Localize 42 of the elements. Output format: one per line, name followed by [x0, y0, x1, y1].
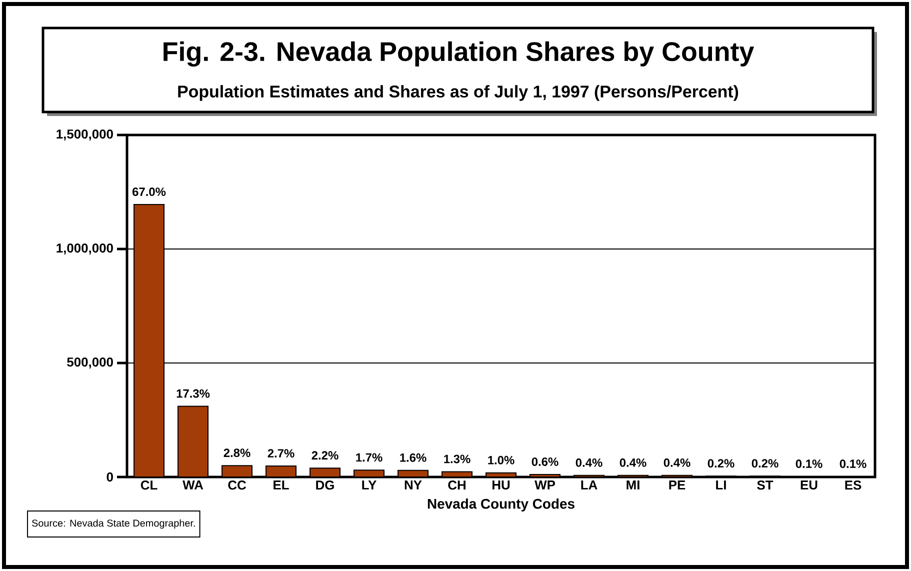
x-tick-label: DG: [316, 480, 334, 490]
x-tick-label: CH: [448, 480, 466, 490]
chart-subtitle: Population Estimates and Shares as of July 1, 1997 (Persons/Percent): [178, 85, 738, 101]
annotation: 0.1%: [796, 460, 822, 468]
x-tick-label: PE: [669, 480, 686, 490]
y-tick-label: 1,000,000: [56, 243, 113, 255]
y-tick-label: 0: [106, 472, 113, 482]
annotation: 2.2%: [312, 451, 338, 460]
x-tick-label: ES: [845, 480, 862, 490]
annotation: 0.2%: [708, 459, 734, 468]
annotation: 67.0%: [132, 188, 166, 196]
x-tick-label: CC: [228, 480, 246, 490]
x-tick-label: MI: [626, 480, 640, 490]
annotation: 2.8%: [224, 448, 250, 458]
x-tick-label: HU: [492, 480, 510, 490]
annotation: 1.7%: [356, 453, 382, 462]
x-tick-label: EL: [274, 480, 289, 490]
annotation: 1.0%: [488, 456, 514, 464]
annotation: 2.7%: [268, 449, 294, 458]
x-tick-label: EU: [800, 480, 818, 490]
x-tick-label: ST: [757, 480, 774, 490]
annotation: 17.3%: [176, 389, 210, 398]
x-tick-label: CL: [140, 480, 158, 490]
x-tick-label: WP: [534, 480, 556, 490]
y-tick-label: 1,500,000: [56, 129, 113, 141]
annotation: 0.4%: [620, 458, 646, 467]
annotation: 1.3%: [444, 454, 470, 464]
annotation: 0.4%: [576, 458, 602, 467]
y-tick-label: 500,000: [67, 357, 113, 369]
annotation: 0.1%: [840, 460, 866, 468]
annotation: 0.4%: [664, 458, 690, 467]
source-note: Source: Nevada State Demographer.: [32, 519, 195, 529]
x-tick-label: LA: [581, 480, 598, 490]
annotation: 0.6%: [532, 457, 558, 466]
x-tick-label: WA: [182, 480, 204, 490]
chart-title: Fig. 2-3. Nevada Population Shares by County: [164, 41, 754, 67]
x-tick-label: LY: [362, 480, 376, 490]
x-tick-label: LI: [716, 480, 726, 490]
annotation: 0.2%: [752, 459, 778, 468]
annotation: 1.6%: [400, 453, 426, 462]
x-tick-label: NY: [404, 480, 422, 490]
x-axis-title: Nevada County Codes: [428, 498, 574, 512]
